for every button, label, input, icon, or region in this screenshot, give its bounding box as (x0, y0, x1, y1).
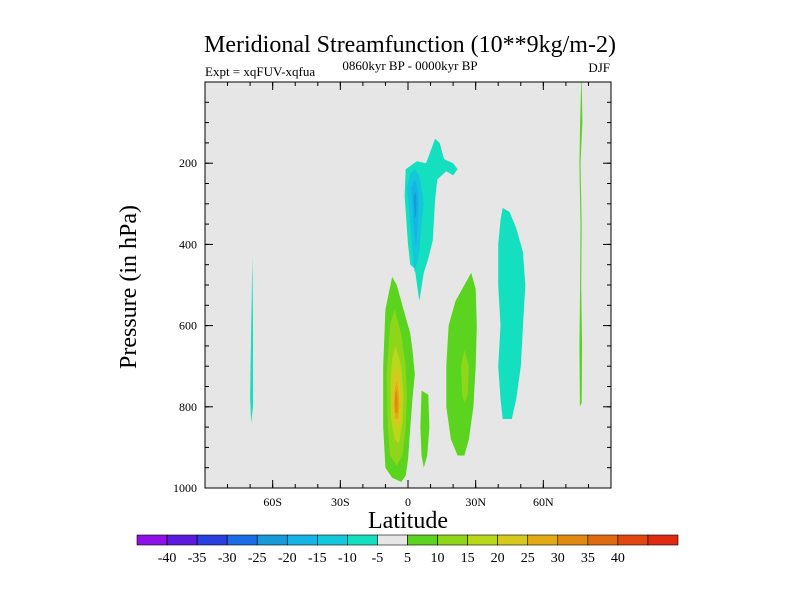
colorbar-label: 15 (461, 551, 475, 566)
colorbar-swatch (196, 534, 228, 546)
contour-region-upper-cell-core (413, 191, 417, 218)
colorbar-label: 5 (404, 551, 411, 566)
chart-title: Meridional Streamfunction (10**9kg/m-2) (204, 32, 616, 58)
colorbar-label: -40 (158, 551, 177, 566)
colorbar-swatch (467, 534, 498, 546)
colorbar-swatch (226, 534, 258, 546)
colorbar-label: 35 (581, 551, 595, 566)
colorbar-swatch (527, 534, 559, 546)
colorbar-swatch (497, 534, 529, 546)
contour-region-nh-midlat-cell (498, 207, 526, 419)
contour-region-eq-small-patch (420, 390, 430, 468)
colorbar: -40 -35 -30 -25 -20 -15 -10 -5 5 10 15 20 25 30 35 40 (136, 534, 679, 566)
colorbar-swatch (136, 534, 168, 546)
colorbar-label: 40 (611, 551, 625, 566)
colorbar-swatch (407, 534, 438, 546)
season-label: DJF (588, 60, 610, 75)
colorbar-label: -25 (248, 551, 267, 566)
colorbar-label: -10 (338, 551, 357, 566)
colorbar-label: 30 (551, 551, 565, 566)
colorbar-swatch (437, 534, 468, 546)
x-tick-label: 30S (331, 495, 350, 509)
colorbar-label: -35 (188, 551, 207, 566)
colorbar-swatch (317, 534, 348, 546)
colorbar-swatch (256, 534, 288, 546)
contour-region-sh-narrow-band (250, 256, 253, 423)
colorbar-swatch (587, 534, 619, 546)
colorbar-label: -15 (308, 551, 327, 566)
y-tick-label: 400 (179, 237, 197, 251)
colorbar-label: 10 (431, 551, 445, 566)
contour-regions (250, 82, 583, 482)
plot-area: 60S 30S 0 30N 60N 200 400 600 800 1000 (173, 81, 612, 509)
colorbar-swatch (286, 534, 318, 546)
contour-region-eq-lower-30 (394, 390, 398, 413)
contour-region-nh-subtrop-cell-10 (461, 350, 469, 403)
colorbar-swatch (617, 534, 649, 546)
colorbar-label: -20 (278, 551, 297, 566)
x-tick-label: 60S (263, 495, 282, 509)
colorbar-swatch (377, 534, 408, 546)
y-axis-title: Pressure (in hPa) (116, 205, 142, 369)
period-label: 0860kyr BP - 0000kyr BP (342, 58, 477, 73)
colorbar-label: -5 (372, 551, 384, 566)
y-tick-label: 800 (179, 400, 197, 414)
x-tick-label: 60N (533, 495, 554, 509)
y-tick-label: 1000 (173, 481, 197, 495)
axis-ticks: 60S 30S 0 30N 60N 200 400 600 800 1000 (173, 82, 611, 509)
colorbar-swatch (347, 534, 378, 546)
x-tick-label: 0 (405, 495, 411, 509)
y-tick-label: 200 (179, 156, 197, 170)
colorbar-swatch (166, 534, 198, 546)
experiment-label: Expt = xqFUV-xqfua (205, 64, 315, 79)
colorbar-swatch (557, 534, 589, 546)
y-tick-label: 600 (179, 319, 197, 333)
colorbar-label: -30 (218, 551, 237, 566)
x-axis-title: Latitude (368, 508, 448, 534)
x-tick-label: 30N (465, 495, 486, 509)
contour-region-nh-highlat-band (579, 82, 583, 407)
colorbar-swatch (647, 534, 679, 546)
colorbar-label: 20 (491, 551, 505, 566)
colorbar-label: 25 (521, 551, 535, 566)
